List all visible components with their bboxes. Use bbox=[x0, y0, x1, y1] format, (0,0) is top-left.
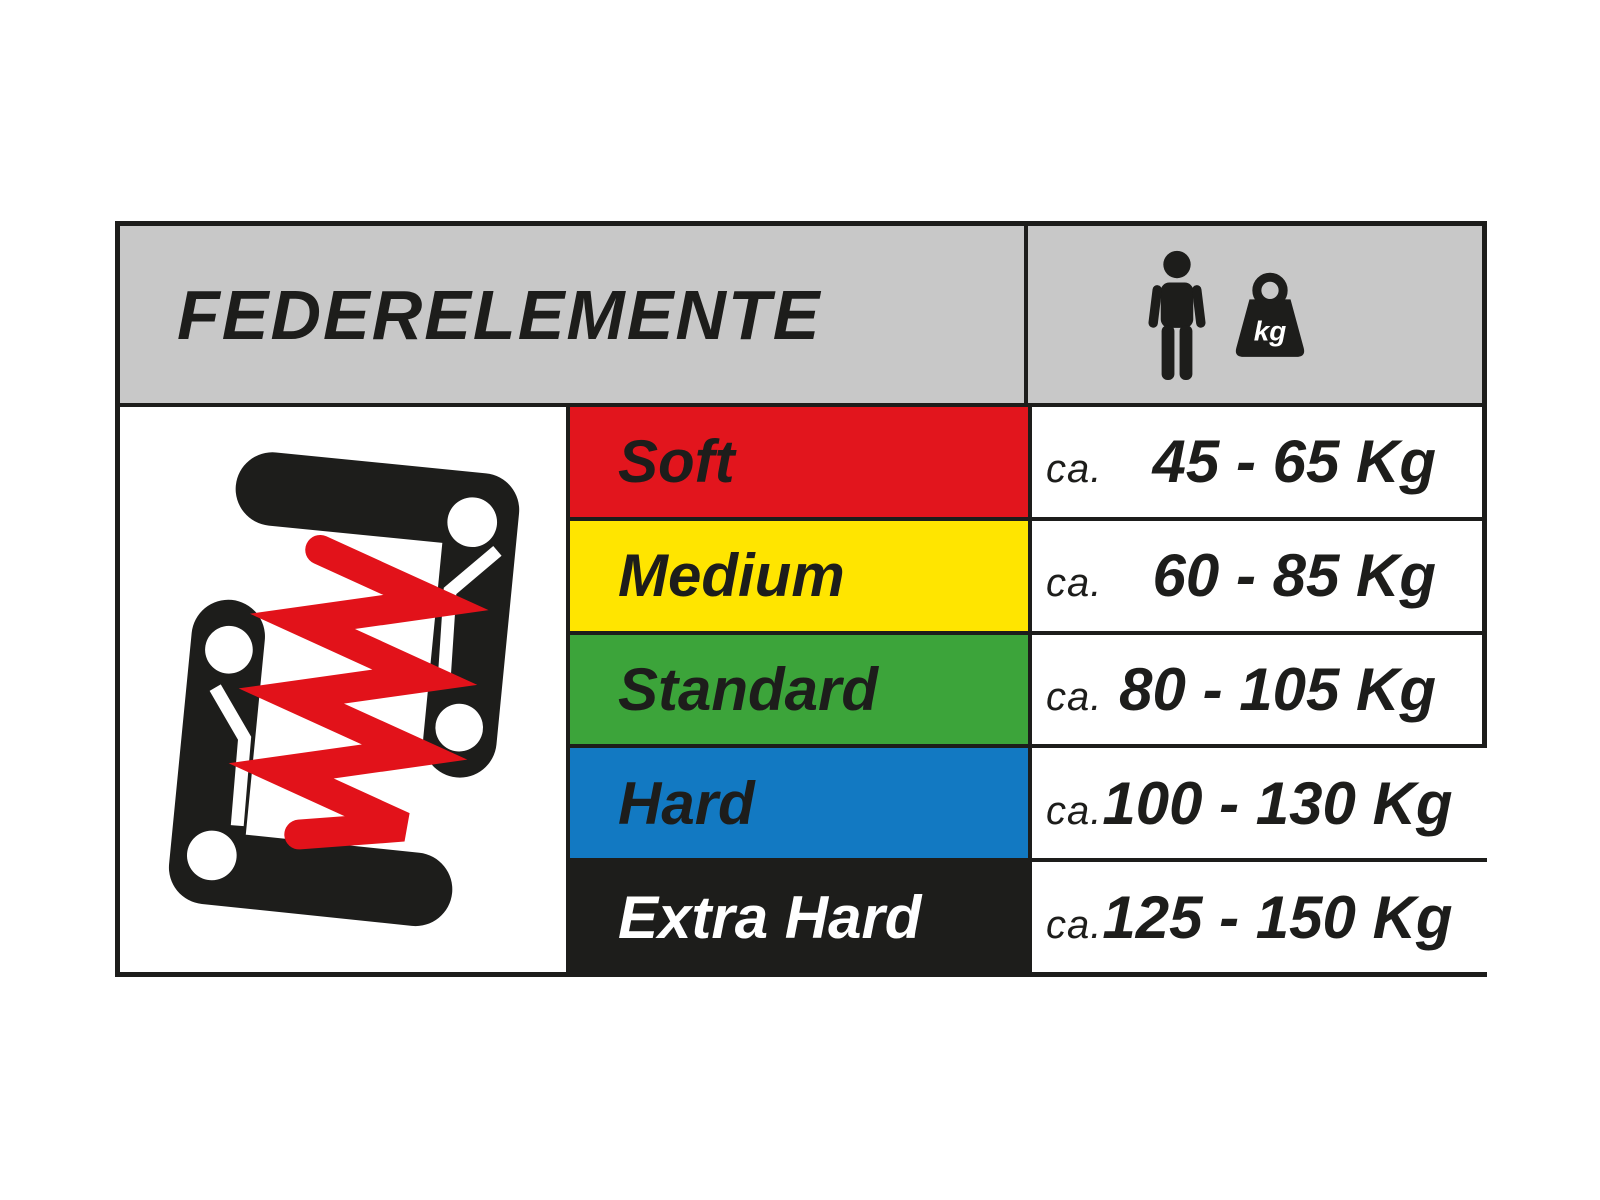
approx-prefix: ca. bbox=[1046, 788, 1103, 833]
hardness-label: Standard bbox=[618, 655, 879, 723]
header-weight-column-cell: kg bbox=[1028, 226, 1482, 403]
table-row-standard: Standard ca. 80 - 105 Kg bbox=[570, 634, 1482, 749]
table-row-medium: Medium ca. 60 - 85 Kg bbox=[570, 520, 1482, 635]
approx-prefix: ca. bbox=[1046, 674, 1103, 719]
table-row-hard: Hard ca. 100 - 130 Kg bbox=[570, 748, 1499, 863]
hardness-label: Soft bbox=[618, 428, 735, 496]
weight-range-value: 100 - 130 Kg bbox=[1102, 769, 1453, 837]
table-row-extra-hard: Extra Hard ca. 125 - 150 Kg bbox=[570, 862, 1499, 972]
upper-bracket-icon bbox=[235, 452, 520, 778]
weight-range-value: 125 - 150 Kg bbox=[1102, 883, 1453, 951]
weight-range-value: 45 - 65 Kg bbox=[1152, 428, 1436, 496]
rider-weight-icons: kg bbox=[1146, 250, 1316, 380]
weight-range-cell: ca. 100 - 130 Kg bbox=[1032, 748, 1499, 859]
approx-prefix: ca. bbox=[1046, 561, 1103, 606]
page-title: FEDERELEMENTE bbox=[177, 275, 822, 354]
hardness-label-cell: Hard bbox=[570, 748, 1032, 859]
federelemente-table: FEDERELEMENTE bbox=[115, 221, 1499, 977]
hardness-label-cell: Soft bbox=[570, 407, 1032, 517]
weight-range-value: 60 - 85 Kg bbox=[1152, 542, 1436, 610]
illustration-cell bbox=[120, 407, 570, 972]
hardness-label-cell: Extra Hard bbox=[570, 862, 1032, 972]
table-body: Soft ca. 45 - 65 Kg Medium bbox=[120, 407, 1499, 972]
hardness-label-cell: Medium bbox=[570, 520, 1032, 631]
lower-bracket-icon bbox=[168, 599, 453, 927]
header-title-cell: FEDERELEMENTE bbox=[120, 226, 1028, 403]
suspension-spring-element-illustration bbox=[168, 452, 520, 927]
hardness-label: Extra Hard bbox=[618, 883, 922, 951]
table-header-row: FEDERELEMENTE bbox=[120, 226, 1482, 407]
kg-weight-label: kg bbox=[1254, 315, 1287, 346]
table-row-soft: Soft ca. 45 - 65 Kg bbox=[570, 407, 1482, 521]
hardness-rows: Soft ca. 45 - 65 Kg Medium bbox=[570, 407, 1499, 972]
weight-range-cell: ca. 45 - 65 Kg bbox=[1032, 407, 1482, 517]
kg-weight-icon: kg bbox=[1235, 272, 1305, 357]
person-icon bbox=[1148, 250, 1206, 380]
weight-range-cell: ca. 80 - 105 Kg bbox=[1032, 634, 1482, 745]
hardness-label: Medium bbox=[618, 542, 845, 610]
hardness-label-cell: Standard bbox=[570, 634, 1032, 745]
weight-range-cell: ca. 125 - 150 Kg bbox=[1032, 862, 1499, 972]
hardness-label: Hard bbox=[618, 769, 755, 837]
weight-range-cell: ca. 60 - 85 Kg bbox=[1032, 520, 1482, 631]
approx-prefix: ca. bbox=[1046, 447, 1103, 492]
weight-range-value: 80 - 105 Kg bbox=[1119, 655, 1436, 723]
approx-prefix: ca. bbox=[1046, 902, 1103, 947]
coil-spring-icon bbox=[228, 534, 489, 850]
